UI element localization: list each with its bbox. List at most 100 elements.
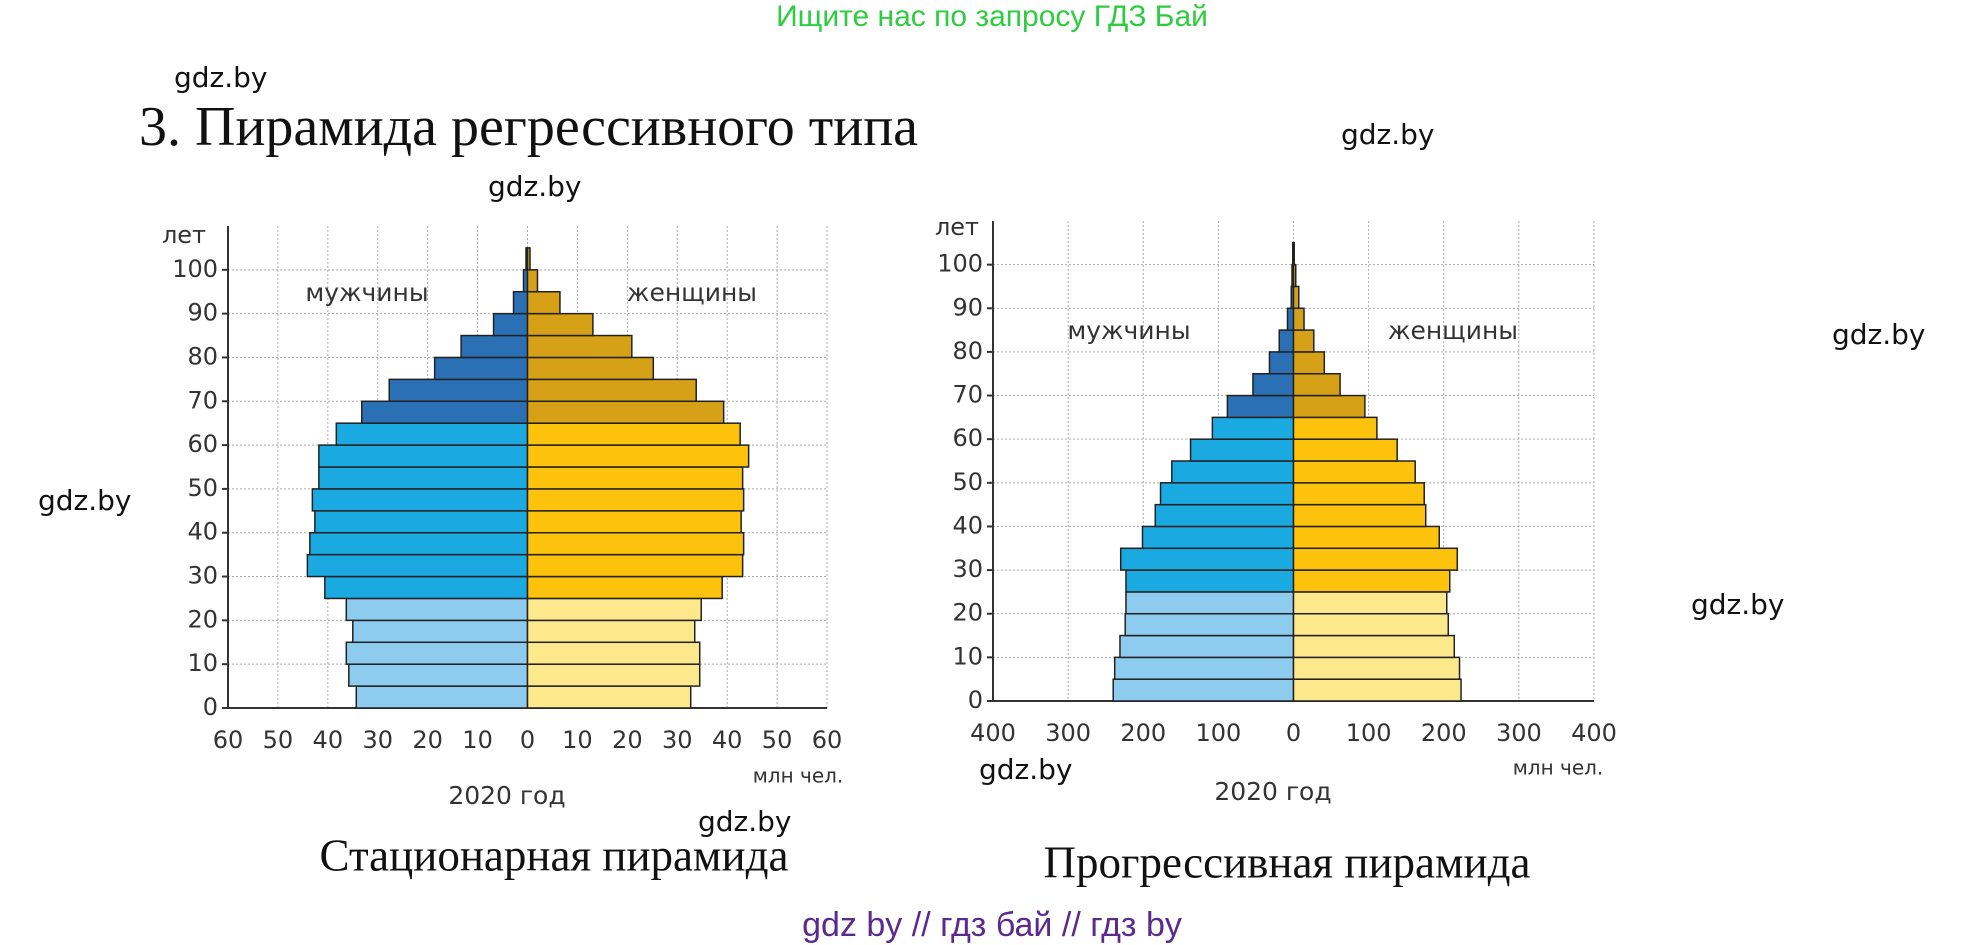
x-tick-label: 100: [1195, 719, 1241, 747]
series-label: женщины: [1388, 316, 1518, 345]
x-tick-label: 300: [1496, 719, 1542, 747]
bar: [1292, 547, 1459, 571]
bar: [526, 290, 561, 315]
bar: [1292, 307, 1305, 331]
x-tick-label: 30: [362, 726, 393, 754]
watermark: gdz.by: [1691, 588, 1785, 621]
y-tick-label: 10: [952, 642, 983, 670]
bar: [1292, 525, 1440, 550]
bar: [526, 553, 744, 578]
x-tick-label: 300: [1045, 719, 1091, 747]
x-tick-label: 200: [1421, 719, 1467, 747]
bar: [526, 619, 696, 644]
y-tick-label: 40: [187, 518, 218, 546]
x-tick-label: 200: [1120, 719, 1166, 747]
bar: [1292, 503, 1427, 528]
y-tick-label: 60: [952, 424, 983, 452]
bar: [1226, 394, 1295, 419]
watermark: gdz.by: [488, 170, 582, 203]
y-tick-label: 20: [952, 599, 983, 627]
y-tick-label: 80: [952, 337, 983, 365]
y-tick-label: 100: [937, 250, 983, 278]
bar: [526, 269, 539, 293]
bar: [352, 619, 529, 644]
y-tick-label: 30: [187, 562, 218, 590]
x-tick-label: 10: [562, 726, 593, 754]
watermark: gdz.by: [979, 753, 1073, 786]
x-tick-label: 10: [462, 726, 493, 754]
bar: [526, 312, 594, 337]
x-tick-label: 40: [313, 726, 344, 754]
y-tick-label: 0: [968, 686, 983, 714]
bar: [1292, 372, 1341, 397]
bar: [433, 356, 529, 381]
bar: [1292, 438, 1398, 462]
series-label: мужчины: [1067, 316, 1190, 345]
bar: [348, 663, 529, 687]
bar: [1112, 678, 1295, 702]
bar: [361, 400, 529, 424]
bar: [1124, 612, 1295, 637]
bar: [1292, 351, 1326, 375]
bar: [1292, 482, 1425, 506]
bar: [1125, 569, 1295, 593]
x-tick-label: 60: [812, 726, 843, 754]
bar: [1171, 460, 1295, 484]
x-tick-label: 400: [1571, 719, 1617, 747]
bar: [1292, 416, 1378, 440]
bar: [1292, 394, 1366, 419]
y-tick-label: 40: [952, 511, 983, 539]
bar: [1292, 285, 1300, 310]
bar: [1292, 634, 1456, 659]
x-axis-label: млн чел.: [753, 764, 844, 788]
bar: [1268, 351, 1295, 375]
bar: [355, 685, 529, 709]
bar: [311, 488, 529, 512]
bar: [335, 422, 529, 446]
y-tick-label: 90: [952, 293, 983, 321]
bar: [345, 597, 529, 622]
bar: [306, 553, 529, 578]
bar: [1113, 656, 1295, 680]
bar: [512, 290, 529, 315]
y-tick-label: 70: [187, 386, 218, 414]
x-tick-label: 0: [520, 726, 535, 754]
x-tick-label: 400: [970, 719, 1016, 747]
watermark: gdz.by: [1341, 118, 1435, 151]
bar: [1119, 634, 1295, 659]
bar: [1252, 372, 1295, 397]
bar: [1292, 678, 1462, 702]
watermark: gdz.by: [1832, 318, 1926, 351]
bar: [345, 641, 529, 665]
bar: [526, 334, 633, 359]
bar: [526, 685, 692, 709]
caption: Стационарная пирамида: [320, 830, 789, 880]
chart-caption: 2020 год: [1214, 777, 1331, 806]
bar: [526, 422, 741, 446]
bar: [1159, 482, 1295, 506]
x-tick-label: 60: [213, 726, 244, 754]
bar: [526, 597, 702, 622]
bar: [1292, 656, 1461, 680]
bar: [1278, 329, 1295, 353]
bar: [1292, 612, 1450, 637]
bar: [492, 312, 529, 337]
x-tick-label: 50: [263, 726, 294, 754]
x-tick-label: 30: [662, 726, 693, 754]
y-tick-label: 60: [187, 430, 218, 458]
bar: [526, 488, 745, 512]
bar: [460, 334, 529, 359]
x-axis-label: млн чел.: [1513, 756, 1604, 780]
x-tick-label: 100: [1346, 719, 1392, 747]
watermark: gdz.by: [698, 805, 792, 838]
bar: [526, 466, 744, 490]
y-tick-label: 70: [952, 381, 983, 409]
bar: [1292, 569, 1451, 593]
chart-caption: 2020 год: [448, 781, 565, 810]
bar: [1189, 438, 1295, 462]
y-tick-label: 80: [187, 342, 218, 370]
bar: [526, 510, 742, 534]
y-tick-label: 10: [187, 649, 218, 677]
watermark: gdz.by: [174, 61, 268, 94]
